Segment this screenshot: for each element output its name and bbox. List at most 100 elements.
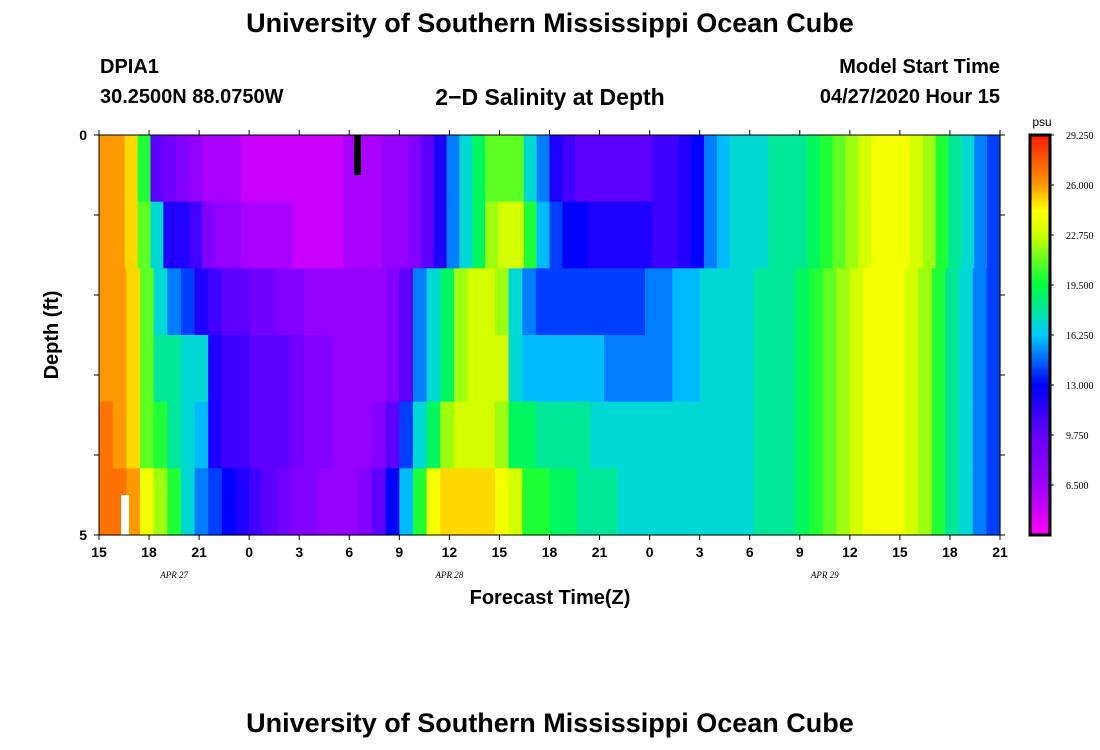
- heatmap-cell: [139, 268, 155, 336]
- heatmap-cell: [959, 335, 974, 403]
- heatmap-cell: [726, 468, 742, 536]
- heatmap-cell: [948, 135, 962, 203]
- x-date-label: APR 27: [159, 570, 188, 580]
- heatmap-cell: [163, 201, 177, 269]
- colorbar-label: 9.750: [1066, 431, 1089, 442]
- heatmap-cell: [884, 201, 898, 269]
- heatmap-cell: [562, 135, 576, 203]
- heatmap-cell: [276, 268, 291, 336]
- heatmap-cell: [420, 135, 435, 203]
- heatmap-cell: [945, 268, 960, 336]
- heatmap-cell: [740, 268, 755, 336]
- heatmap-cell: [918, 468, 933, 536]
- colorbar-label: 13.000: [1066, 381, 1094, 392]
- heatmap-cell: [167, 268, 182, 336]
- heatmap-cell: [508, 268, 523, 336]
- heatmap-cell: [588, 135, 602, 203]
- heatmap-cell: [961, 201, 975, 269]
- heatmap-cell: [549, 268, 564, 336]
- heatmap-cell: [742, 135, 757, 203]
- heatmap-cell: [600, 201, 615, 269]
- heatmap-cell: [832, 135, 847, 203]
- heatmap-cell: [126, 401, 141, 469]
- heatmap-cell: [631, 335, 646, 403]
- heatmap-cell: [194, 468, 209, 536]
- heatmap-cell: [795, 268, 810, 336]
- heatmap-cell: [986, 401, 1001, 469]
- heatmap-cell: [180, 401, 196, 469]
- heatmap-cell: [407, 135, 422, 203]
- heatmap-cell: [290, 335, 305, 403]
- heatmap-cell: [481, 268, 496, 336]
- heatmap-cell: [549, 468, 564, 536]
- heatmap-cell: [699, 335, 714, 403]
- heatmap-cell: [472, 135, 486, 203]
- colorbar-labels: 29.250 26.000 22.750 19.500 16.250 13.000 9.75…: [1050, 131, 1094, 492]
- heatmap-cell: [588, 201, 602, 269]
- heatmap-cell: [575, 201, 589, 269]
- heatmap-cell: [485, 135, 499, 203]
- heatmap-cell: [510, 135, 525, 203]
- heatmap-cell: [945, 335, 960, 403]
- heatmap-cell: [863, 335, 878, 403]
- heatmap-cell: [426, 335, 441, 403]
- x-tick-label: 18: [542, 544, 558, 560]
- heatmap-cell: [99, 335, 114, 403]
- heatmap-cell: [726, 268, 742, 336]
- heatmap-cell: [617, 468, 633, 536]
- heatmap-cell: [426, 468, 441, 536]
- y-tick-label: 5: [79, 527, 87, 543]
- heatmap-cell: [356, 201, 370, 269]
- heatmap-cell: [576, 335, 592, 403]
- heatmap-cell: [672, 268, 687, 336]
- heatmap-cell: [372, 268, 387, 336]
- heatmap-cell: [208, 401, 223, 469]
- heatmap-cell: [699, 468, 714, 536]
- heatmap-cell: [740, 335, 755, 403]
- heatmap-cell: [931, 335, 946, 403]
- heatmap-cell: [549, 201, 563, 269]
- main-title: University of Southern Mississippi Ocean…: [246, 8, 854, 38]
- heatmap-cell: [613, 201, 628, 269]
- heatmap-cell: [961, 135, 975, 203]
- x-tick-label: 21: [191, 544, 207, 560]
- heatmap-cell: [279, 135, 293, 203]
- heatmap-cell: [176, 135, 190, 203]
- heatmap-cell: [344, 468, 359, 536]
- heatmap-cell: [180, 335, 196, 403]
- heatmap-cell: [918, 401, 933, 469]
- y-axis: 05: [79, 127, 1005, 543]
- colorbar-label: 22.750: [1066, 231, 1094, 242]
- heatmap-cell: [562, 201, 576, 269]
- heatmap-cell: [645, 468, 660, 536]
- heatmap-cell: [836, 401, 851, 469]
- heatmap-cell: [112, 335, 127, 403]
- heatmap-cell: [382, 135, 396, 203]
- heatmap-cell: [535, 268, 551, 336]
- heatmap-cell: [691, 135, 705, 203]
- heatmap-cell: [412, 335, 428, 403]
- heatmap-cell: [836, 335, 851, 403]
- heatmap-cell: [678, 135, 692, 203]
- heatmap-cell: [836, 268, 851, 336]
- x-tick-label: 21: [592, 544, 608, 560]
- heatmap-cell: [137, 201, 152, 269]
- heatmap-cell: [343, 135, 358, 203]
- heatmap-cell: [904, 401, 919, 469]
- heatmap-cell: [498, 201, 512, 269]
- heatmap-cell: [253, 201, 267, 269]
- heatmap-cell: [877, 468, 892, 536]
- heatmap-cell: [563, 268, 578, 336]
- heatmap-cell: [863, 268, 878, 336]
- heatmap-cell: [755, 201, 769, 269]
- heatmap-cell: [729, 201, 744, 269]
- missing-data-marker-white: [121, 495, 129, 535]
- heatmap-cell: [472, 201, 486, 269]
- heatmap-cell: [303, 335, 319, 403]
- heatmap-cell: [292, 135, 306, 203]
- heatmap-cell: [849, 268, 865, 336]
- heatmap-cell: [99, 401, 114, 469]
- heatmap-cell: [884, 135, 898, 203]
- heatmap-cell: [358, 335, 373, 403]
- heatmap-cell: [897, 201, 911, 269]
